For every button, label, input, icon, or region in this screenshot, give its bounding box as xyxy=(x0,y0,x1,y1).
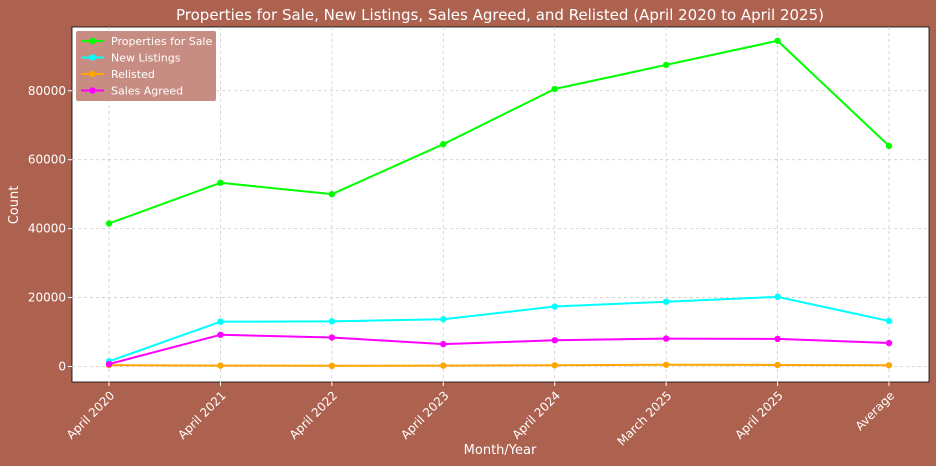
data-point xyxy=(885,362,893,369)
data-point xyxy=(885,339,893,347)
data-point xyxy=(105,220,113,227)
y-axis-label: Count xyxy=(7,186,22,225)
legend-label: Sales Agreed xyxy=(111,85,183,98)
data-point xyxy=(440,140,447,148)
data-point xyxy=(440,316,447,323)
legend-swatch-marker xyxy=(89,37,96,45)
y-tick-label: 80000 xyxy=(28,84,66,98)
legend-label: Properties for Sale xyxy=(111,35,212,48)
data-point xyxy=(774,37,781,44)
data-point xyxy=(440,340,447,348)
data-point xyxy=(551,85,558,93)
data-point xyxy=(551,303,558,310)
data-point xyxy=(551,362,558,369)
y-tick-label: 40000 xyxy=(28,222,66,236)
data-point xyxy=(440,362,447,369)
data-point xyxy=(217,179,224,186)
data-point xyxy=(774,293,781,301)
data-point xyxy=(217,362,224,369)
data-point xyxy=(328,334,336,341)
data-point xyxy=(774,335,781,343)
legend: Properties for Sale New Listings Relisted S… xyxy=(76,31,216,101)
y-tick-label: 60000 xyxy=(28,153,66,167)
data-point xyxy=(328,318,336,325)
data-point xyxy=(885,142,893,150)
y-tick-label: 0 xyxy=(58,359,66,373)
y-tick-label: 20000 xyxy=(28,291,66,305)
data-point xyxy=(885,317,893,325)
series-line-1 xyxy=(108,295,890,363)
data-point xyxy=(662,335,670,342)
y-axis-ticks: 0 20000 40000 60000 80000 xyxy=(28,84,72,373)
legend-swatch-marker xyxy=(89,54,96,61)
data-point xyxy=(328,362,336,370)
data-point xyxy=(662,361,670,368)
series-line-0 xyxy=(108,39,890,225)
series-line-3 xyxy=(108,333,890,366)
legend-swatch-marker xyxy=(89,70,96,78)
legend-label: Relisted xyxy=(111,68,155,81)
data-point xyxy=(328,190,336,198)
data-point xyxy=(662,61,670,69)
data-point xyxy=(774,361,781,369)
data-point xyxy=(105,360,113,368)
data-point xyxy=(217,318,224,325)
series-line-2 xyxy=(108,363,890,367)
legend-label: New Listings xyxy=(111,52,181,65)
legend-swatch-marker xyxy=(89,87,96,94)
legend-box xyxy=(76,31,216,101)
x-axis-label: Month/Year xyxy=(464,443,537,458)
series-lines xyxy=(105,37,893,370)
data-point xyxy=(217,331,224,338)
data-point xyxy=(662,298,670,305)
data-point xyxy=(551,337,558,344)
chart-title: Properties for Sale, New Listings, Sales… xyxy=(176,6,824,24)
